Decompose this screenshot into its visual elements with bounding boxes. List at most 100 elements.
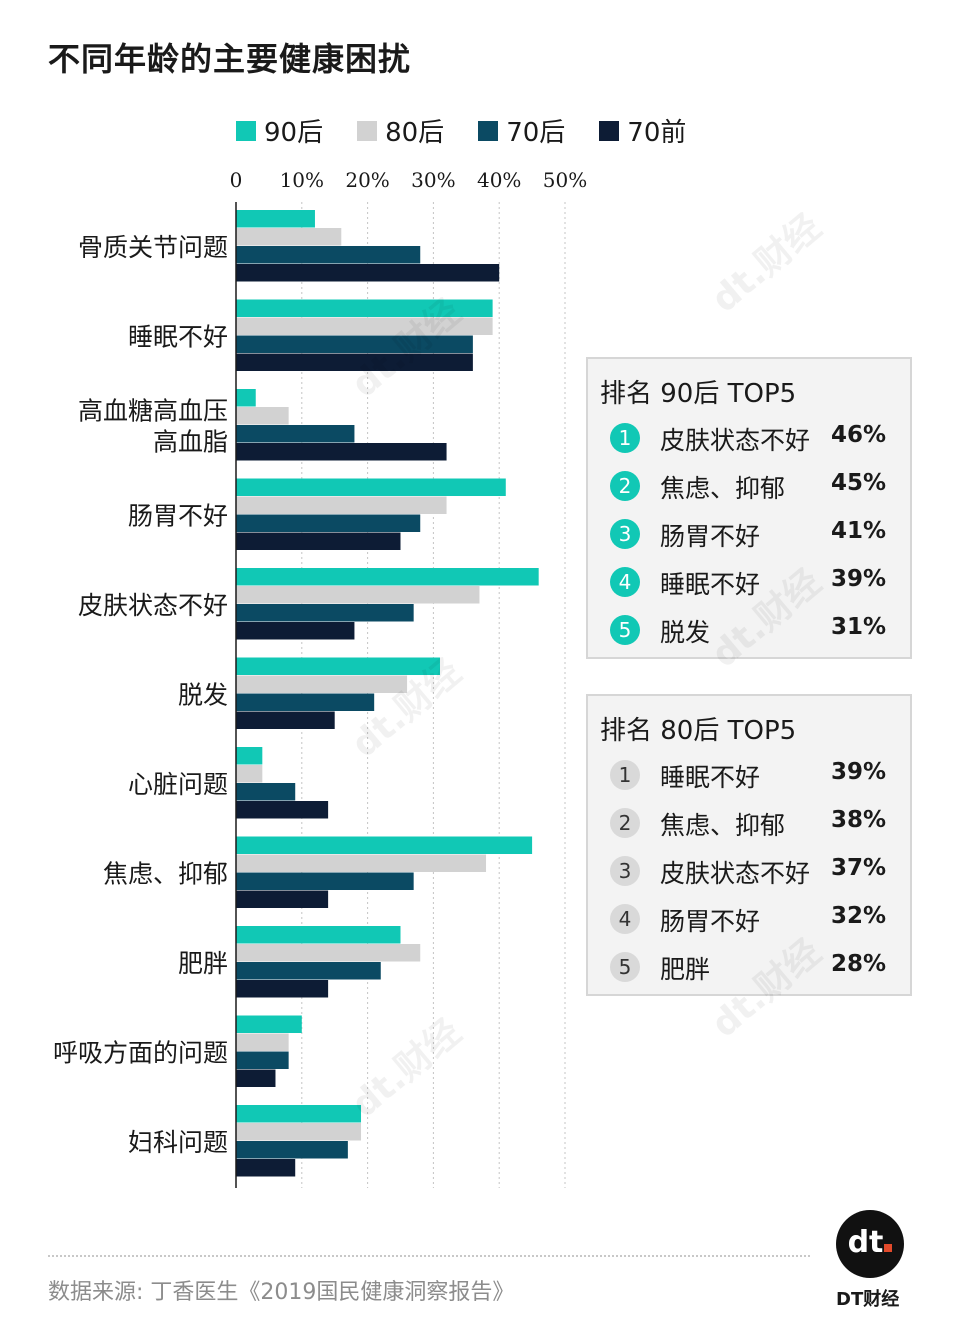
legend-label-70: 70后 — [506, 118, 566, 148]
top5-80-panel: 排名 80后 TOP5 1 睡眠不好 39% 2 焦虑、抑郁 38% 3 皮肤状… — [586, 694, 912, 996]
bar — [236, 980, 329, 998]
x-tick-label: 50% — [543, 168, 587, 192]
bar — [236, 532, 401, 550]
rank-percent: 41% — [830, 518, 886, 544]
bar — [236, 478, 506, 496]
rank-name: 焦虑、抑郁 — [660, 811, 786, 840]
rank-percent: 32% — [830, 903, 886, 929]
top5-90-title: 排名 90后 TOP5 — [600, 379, 797, 409]
bar — [236, 747, 263, 765]
top5-90-panel: 排名 90后 TOP5 1 皮肤状态不好 46% 2 焦虑、抑郁 45% 3 肠… — [586, 357, 912, 659]
rank-badge: 1 — [610, 423, 640, 453]
rank-badge: 5 — [610, 952, 640, 982]
x-tick-label: 0 — [230, 168, 243, 192]
legend-item-90: 90后 — [236, 112, 323, 149]
data-source: 数据来源: 丁香医生《2019国民健康洞察报告》 — [48, 1280, 515, 1305]
category-label: 皮肤状态不好 — [78, 591, 228, 620]
legend-item-pre70: 70前 — [599, 112, 686, 149]
category-label: 呼吸方面的问题 — [53, 1039, 228, 1068]
legend: 90后 80后 70后 70前 — [236, 112, 686, 149]
top5-80-title: 排名 80后 TOP5 — [600, 716, 797, 746]
bar — [236, 210, 315, 228]
bar — [236, 1033, 289, 1051]
legend-swatch-80 — [357, 120, 378, 141]
legend-label-90: 90后 — [264, 118, 324, 148]
rank-percent: 46% — [830, 422, 886, 448]
rank-name: 焦虑、抑郁 — [660, 474, 786, 503]
chart-title: 不同年龄的主要健康困扰 — [48, 40, 412, 78]
bar — [236, 389, 256, 407]
top5-80-row: 4 肠胃不好 32% — [588, 896, 910, 944]
bar — [236, 854, 487, 872]
rank-badge: 2 — [610, 471, 640, 501]
bar — [236, 568, 539, 586]
rank-name: 脱发 — [660, 618, 711, 647]
category-label: 肠胃不好 — [128, 502, 228, 531]
top5-80-row: 3 皮肤状态不好 37% — [588, 848, 910, 896]
rank-name: 肠胃不好 — [660, 907, 761, 936]
rank-badge: 5 — [610, 615, 640, 645]
rank-badge: 4 — [610, 567, 640, 597]
bar — [236, 1015, 302, 1033]
bar — [236, 1105, 362, 1123]
bar — [236, 407, 289, 425]
rank-percent: 39% — [830, 566, 886, 592]
brand-name: DT财经 — [836, 1289, 900, 1310]
x-tick-label: 10% — [280, 168, 324, 192]
logo-dot-icon — [884, 1244, 893, 1252]
bar — [236, 1159, 296, 1177]
bar — [236, 693, 375, 711]
legend-item-70: 70后 — [478, 112, 565, 149]
category-label: 高血脂 — [153, 428, 228, 457]
bar — [236, 496, 447, 514]
bar — [236, 944, 421, 962]
rank-badge: 2 — [610, 808, 640, 838]
top5-90-row: 2 焦虑、抑郁 45% — [588, 463, 910, 511]
bar — [236, 657, 440, 675]
legend-swatch-70 — [478, 120, 499, 141]
bar — [236, 586, 480, 604]
top5-90-row: 5 脱发 31% — [588, 607, 910, 655]
x-tick-label: 30% — [411, 168, 455, 192]
rank-percent: 38% — [830, 807, 886, 833]
category-label: 脱发 — [178, 681, 228, 710]
rank-badge: 1 — [610, 760, 640, 790]
bar — [236, 675, 408, 693]
top5-90-row: 1 皮肤状态不好 46% — [588, 415, 910, 463]
rank-name: 睡眠不好 — [660, 763, 761, 792]
top5-90-row: 4 睡眠不好 39% — [588, 559, 910, 607]
bar — [236, 228, 342, 246]
bar — [236, 890, 329, 908]
rank-percent: 39% — [830, 759, 886, 785]
legend-label-pre70: 70前 — [627, 118, 687, 148]
rank-percent: 28% — [830, 951, 886, 977]
rank-badge: 4 — [610, 904, 640, 934]
bar — [236, 246, 421, 264]
x-tick-label: 20% — [345, 168, 389, 192]
bar — [236, 1051, 289, 1069]
legend-item-80: 80后 — [357, 112, 444, 149]
bar — [236, 801, 329, 819]
legend-swatch-pre70 — [599, 120, 620, 141]
bar — [236, 622, 355, 640]
bar — [236, 299, 493, 317]
bar — [236, 335, 473, 353]
rank-name: 睡眠不好 — [660, 570, 761, 599]
rank-percent: 45% — [830, 470, 886, 496]
bar — [236, 317, 493, 335]
source-divider — [48, 1255, 810, 1257]
top5-90-row: 3 肠胃不好 41% — [588, 511, 910, 559]
bar — [236, 872, 414, 890]
bar — [236, 264, 500, 282]
bar — [236, 514, 421, 532]
rank-name: 肠胃不好 — [660, 522, 761, 551]
rank-percent: 31% — [830, 614, 886, 640]
top5-80-row: 5 肥胖 28% — [588, 944, 910, 992]
bar — [236, 353, 473, 371]
bar — [236, 443, 447, 461]
x-tick-label: 40% — [477, 168, 521, 192]
top5-80-row: 2 焦虑、抑郁 38% — [588, 800, 910, 848]
category-label: 骨质关节问题 — [78, 233, 228, 262]
dt-logo-text: dt — [847, 1225, 884, 1260]
bar — [236, 425, 355, 443]
